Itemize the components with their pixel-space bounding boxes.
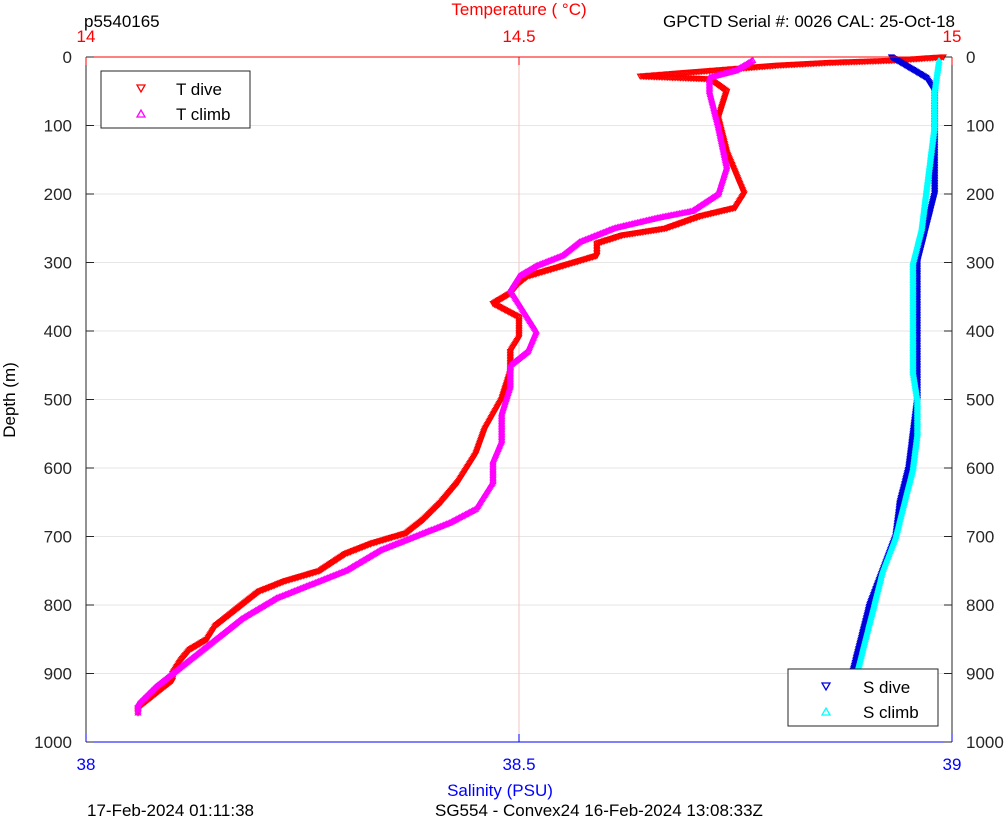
temperature-tick-label: 15: [943, 27, 962, 46]
legend-s-climb-label: S climb: [863, 703, 919, 722]
series-s-climb: [844, 56, 943, 719]
salinity-tick-label: 39: [943, 755, 962, 774]
temperature-axis-label: Temperature ( °C): [451, 0, 586, 19]
legend-temperature: T dive T climb: [100, 70, 251, 129]
depth-tick-label-right: 700: [966, 528, 994, 547]
depth-tick-label-right: 100: [966, 117, 994, 136]
depth-tick-label-left: 0: [63, 48, 72, 67]
serial-info: GPCTD Serial #: 0026 CAL: 25-Oct-18: [663, 12, 955, 31]
depth-tick-label-left: 900: [44, 665, 72, 684]
depth-tick-label-right: 200: [966, 185, 994, 204]
depth-tick-label-right: 800: [966, 596, 994, 615]
depth-tick-label-left: 800: [44, 596, 72, 615]
depth-tick-label-left: 400: [44, 322, 72, 341]
depth-axis-label: Depth (m): [0, 362, 19, 438]
legend-salinity-box: [787, 668, 939, 727]
temperature-tick-label: 14: [77, 27, 96, 46]
series-markers-t-climb: [134, 56, 757, 716]
salinity-axis-label: Salinity (PSU): [447, 781, 553, 800]
depth-tick-label-left: 100: [44, 117, 72, 136]
grid-lines: [86, 57, 952, 742]
axis-ticks: 0 0 100 100 200 200 300 300 400 400 500 500 600 600 70…: [34, 27, 1004, 774]
series-markers-s-climb: [844, 56, 943, 719]
legend-temperature-box: [100, 70, 251, 129]
salinity-tick-label: 38.5: [502, 755, 535, 774]
depth-tick-label-right: 1000: [966, 733, 1004, 752]
temperature-tick-label: 14.5: [502, 27, 535, 46]
legend-salinity: S dive S climb: [787, 668, 939, 727]
depth-tick-label-left: 700: [44, 528, 72, 547]
legend-t-dive-marker: [135, 84, 147, 94]
depth-tick-label-right: 400: [966, 322, 994, 341]
legend-s-dive-marker: [820, 682, 832, 692]
footer-timestamp: 17-Feb-2024 01:11:38: [87, 801, 254, 819]
profile-id: p5540165: [84, 12, 160, 31]
depth-tick-label-right: 0: [966, 48, 975, 67]
depth-tick-label-left: 500: [44, 391, 72, 410]
depth-tick-label-right: 300: [966, 254, 994, 273]
legend-s-dive-label: S dive: [863, 678, 910, 697]
legend-t-dive-label: T dive: [176, 80, 222, 99]
footer-mission: SG554 - Convex24 16-Feb-2024 13:08:33Z: [435, 801, 763, 819]
depth-tick-label-left: 300: [44, 254, 72, 273]
depth-tick-label-left: 200: [44, 185, 72, 204]
depth-tick-label-right: 600: [966, 459, 994, 478]
depth-tick-label-right: 900: [966, 665, 994, 684]
legend-t-climb-marker: [135, 108, 147, 118]
depth-tick-label-right: 500: [966, 391, 994, 410]
depth-tick-label-left: 1000: [34, 733, 72, 752]
legend-s-climb-marker: [820, 706, 832, 716]
depth-tick-label-left: 600: [44, 459, 72, 478]
series-t-climb: [134, 56, 757, 716]
legend-t-climb-label: T climb: [176, 105, 230, 124]
salinity-tick-label: 38: [77, 755, 96, 774]
